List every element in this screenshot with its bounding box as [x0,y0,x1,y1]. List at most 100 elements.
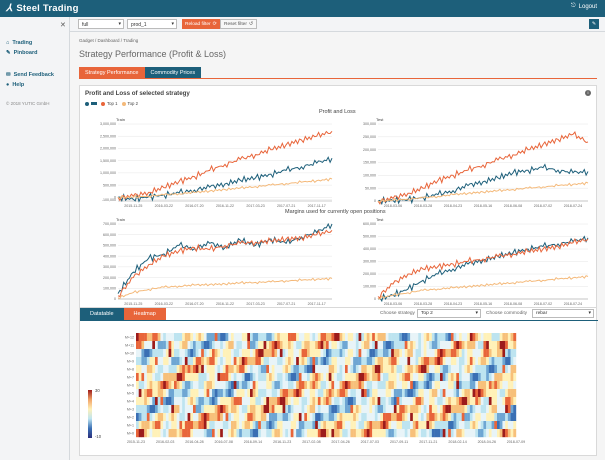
heatmap-cell [220,413,224,422]
sidebar-item-feedback[interactable]: ✉ Send Feedback [6,72,54,78]
logout-button[interactable]: ⎋ Logout [571,3,597,10]
heatmap-cell [472,405,476,414]
heatmap-cell [404,373,408,382]
heatmap-cell [453,341,457,350]
tab-strategy-performance[interactable]: Strategy Performance [79,67,145,79]
heatmap-cell [160,357,164,366]
heatmap-cell [241,405,245,414]
heatmap-cell [165,413,169,422]
heatmap-cell [507,341,511,350]
heatmap-cell [323,365,327,374]
heatmap-cell [510,333,514,342]
heatmap-cell [138,357,142,366]
heatmap-cell [168,381,172,390]
sidebar-item-help[interactable]: ● Help [6,82,24,88]
heatmap-cell [497,429,500,438]
heatmap-cell [507,389,511,398]
heatmap-cell [282,341,286,350]
heatmap-cell [195,397,199,406]
heatmap-cell [434,429,438,438]
heatmap-cell [507,413,511,422]
heatmap-cell [355,373,359,382]
heatmap-cell [461,373,465,382]
heatmap-cell [171,349,175,358]
heatmap-cell [499,381,503,390]
heatmap-cell [345,357,348,366]
heatmap-cell [136,349,139,358]
heatmap-cell [271,357,275,366]
strategy-select[interactable]: Top 2 ▾ [417,309,481,318]
heatmap-cell [301,349,305,358]
pin-button[interactable]: ✎ [589,19,599,29]
heatmap-cell [171,341,175,350]
app-logo[interactable]: ⅄ Steel Trading [6,3,79,14]
heatmap-cell [241,389,245,398]
heatmap-cell [195,389,199,398]
legend-item-top2[interactable]: Top 2 [121,101,138,106]
heatmap-cell [450,357,454,366]
reload-filter-button[interactable]: Reload filter ⟳ [182,19,220,29]
heatmap-cell [160,349,164,358]
heatmap-cell [353,421,357,430]
close-sidebar-icon[interactable]: ✕ [60,22,66,29]
heatmap-cell [491,373,495,382]
heatmap-cell [456,413,460,422]
commodity-select[interactable]: rebar ▾ [532,309,594,318]
heatmap-cell [263,389,267,398]
heatmap-cell [491,349,495,358]
heatmap-cell [383,341,386,350]
heatmap-cell [450,373,454,382]
heatmap-cell [421,405,424,414]
heatmap-cell [396,421,400,430]
heatmap-cell [423,429,427,438]
y-tick-label: 300,000 [363,260,376,264]
heatmap-cell [136,389,139,398]
heatmap-cell [182,373,186,382]
sidebar-item-pinboard[interactable]: ✎ Pinboard [6,50,37,56]
heatmap-cell [320,397,324,406]
heatmap-cell [456,333,460,342]
tab-heatmap[interactable]: Heatmap [123,308,166,320]
reset-filter-button[interactable]: Reset filter ↺ [220,19,257,29]
heatmap-cell [507,397,511,406]
heatmap-cell [144,365,148,374]
heatmap-cell [187,389,191,398]
heatmap-cell [513,381,517,390]
heatmap-cell [440,349,443,358]
heatmap-cell [255,341,259,350]
x-tick-label: 2017-09-11 [390,440,408,444]
filter-select-2[interactable]: prod_1 ▾ [127,19,177,29]
heatmap-cell [236,341,240,350]
legend-item-unnamed[interactable] [85,101,97,106]
tab-commodity-prices[interactable]: Commodity Prices [144,67,202,79]
heatmap-cell [266,333,270,342]
info-icon[interactable]: i [585,90,591,96]
heatmap-cell [469,405,473,414]
heatmap-cell [312,333,316,342]
chevron-down-icon: ▾ [171,21,174,27]
heatmap-cell [499,333,503,342]
tab-datatable[interactable]: Datatable [80,308,124,320]
heatmap-cell [421,429,424,438]
heatmap-cell [209,397,213,406]
legend-item-top1[interactable]: Top 1 [101,101,118,106]
heatmap-cell [510,357,514,366]
heatmap-cell [478,397,481,406]
filter-select-1[interactable]: full ▾ [78,19,124,29]
axis-label: Train [116,217,125,222]
heatmap-cell [369,381,373,390]
heatmap-cell [410,373,414,382]
filter-select-2-value: prod_1 [131,22,147,28]
series-line [117,156,333,203]
legend-marker [85,101,89,106]
heatmap-cell [277,365,281,374]
heatmap-cell [502,373,506,382]
heatmap-cell [372,349,376,358]
heatmap-cell [391,365,395,374]
heatmap-cell [364,381,367,390]
heatmap-cell [163,365,167,374]
heatmap-cell [331,429,335,438]
heatmap-cell [206,429,210,438]
sidebar-item-trading[interactable]: ⌂ Trading [6,40,32,46]
heatmap-cell [459,341,462,350]
